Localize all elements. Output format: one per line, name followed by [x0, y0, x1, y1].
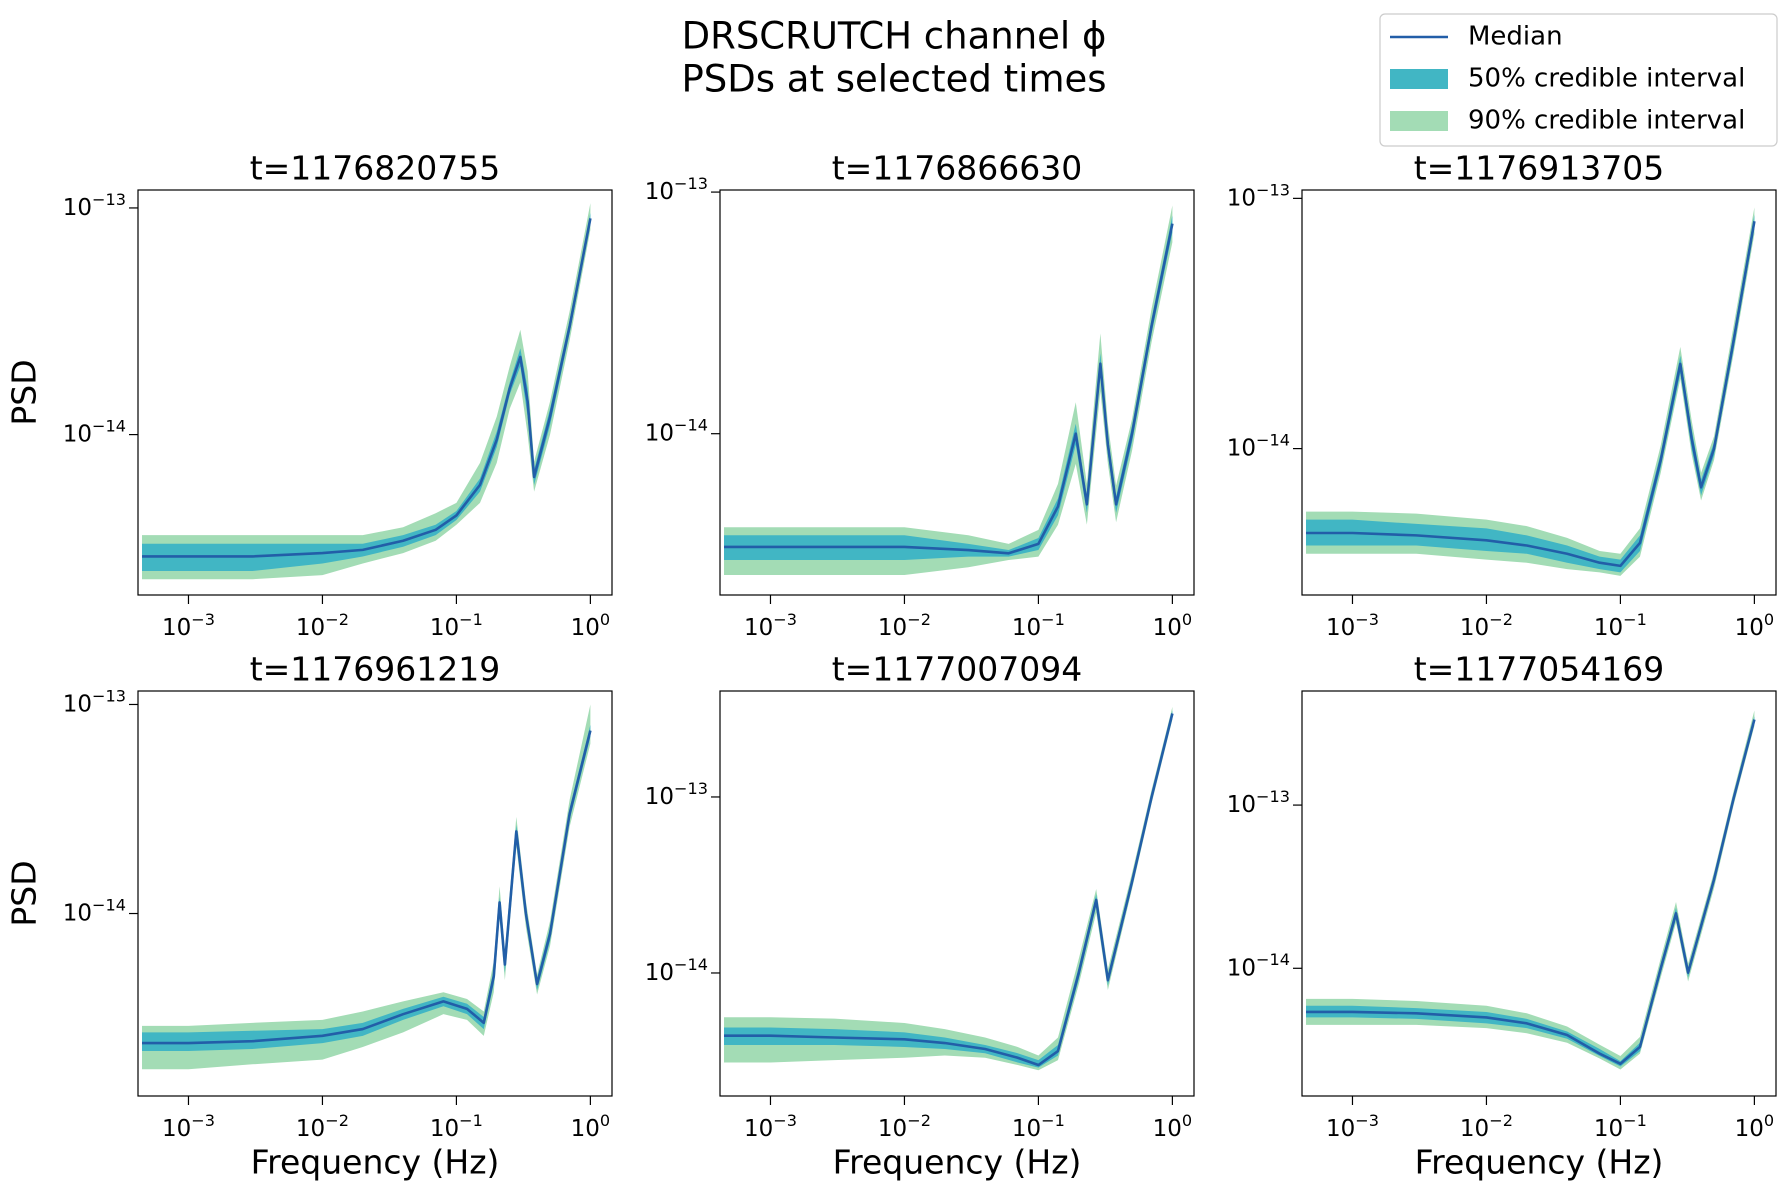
legend-label: Median [1468, 22, 1563, 52]
x-tick-label: 100 [571, 609, 611, 640]
x-tick-label: 10−3 [744, 609, 797, 640]
plot-area [142, 704, 592, 1070]
median-line [1306, 719, 1756, 1066]
x-tick-label: 10−2 [296, 1110, 349, 1141]
subplot-title: t=1176820755 [250, 149, 501, 188]
median-line [142, 218, 592, 558]
x-tick-label: 10−2 [878, 1110, 931, 1141]
subplot-title: t=1177054169 [1414, 650, 1665, 689]
x-tick-label: 10−3 [162, 609, 215, 640]
x-tick-label: 10−1 [1594, 609, 1647, 640]
y-tick-label: 10−14 [1227, 950, 1290, 981]
x-tick-label: 10−1 [430, 1110, 483, 1141]
credible-band [724, 215, 1173, 561]
median-line [1306, 221, 1756, 568]
x-axis-label: Frequency (Hz) [1415, 1143, 1664, 1182]
credible-band [1306, 207, 1755, 576]
y-axis-label: PSD [5, 860, 44, 926]
x-tick-label: 10−1 [1012, 609, 1065, 640]
axes-frame [137, 189, 613, 596]
x-tick-label: 100 [1153, 1110, 1193, 1141]
x-tick-label: 10−2 [878, 609, 931, 640]
y-tick-label: 10−13 [1227, 180, 1290, 211]
legend-label: 90% credible interval [1468, 106, 1745, 136]
plot-area [1306, 710, 1756, 1070]
x-tick-label: 100 [1735, 609, 1775, 640]
y-tick-label: 10−14 [63, 416, 126, 447]
credible-band [1306, 716, 1755, 1067]
median-line [724, 223, 1174, 555]
axes-frame [719, 690, 1195, 1097]
axes-frame [1301, 690, 1777, 1097]
subplot-title: t=1176961219 [250, 650, 501, 689]
x-tick-label: 100 [1153, 609, 1193, 640]
legend-box [1379, 13, 1778, 147]
credible-band [724, 710, 1173, 1068]
credible-band [724, 706, 1173, 1071]
subplot-title: t=1176913705 [1414, 149, 1665, 188]
subplot-title: t=1176866630 [832, 149, 1083, 188]
x-tick-label: 10−1 [430, 609, 483, 640]
credible-band [142, 213, 591, 572]
median-line [724, 713, 1174, 1067]
y-tick-label: 10−13 [63, 189, 126, 220]
legend-swatch [1390, 111, 1448, 131]
axes-frame [1301, 189, 1777, 596]
credible-band [724, 205, 1173, 576]
plot-area [142, 203, 592, 580]
y-tick-label: 10−13 [645, 174, 708, 205]
y-tick-label: 10−14 [63, 895, 126, 926]
credible-band [1306, 214, 1755, 573]
y-axis-label: PSD [5, 359, 44, 425]
plot-area [724, 205, 1174, 576]
y-tick-label: 10−13 [1227, 787, 1290, 818]
axes-frame [137, 690, 613, 1097]
x-tick-label: 100 [571, 1110, 611, 1141]
y-tick-label: 10−13 [63, 686, 126, 717]
y-tick-label: 10−14 [1227, 430, 1290, 461]
x-tick-label: 10−3 [1326, 1110, 1379, 1141]
credible-band [142, 203, 591, 580]
x-axis-label: Frequency (Hz) [251, 1143, 500, 1182]
y-tick-label: 10−14 [645, 954, 708, 985]
legend-swatch [1390, 69, 1448, 89]
y-tick-label: 10−13 [645, 778, 708, 809]
x-tick-label: 10−3 [1326, 609, 1379, 640]
axes-frame [719, 189, 1195, 596]
x-tick-label: 10−2 [296, 609, 349, 640]
figure-title: DRSCRUTCH channel ϕ [682, 15, 1107, 58]
x-tick-label: 10−1 [1012, 1110, 1065, 1141]
x-tick-label: 10−3 [744, 1110, 797, 1141]
figure-subtitle: PSDs at selected times [681, 58, 1106, 101]
plot-area [724, 706, 1174, 1071]
x-tick-label: 10−1 [1594, 1110, 1647, 1141]
x-axis-label: Frequency (Hz) [833, 1143, 1082, 1182]
x-tick-label: 100 [1735, 1110, 1775, 1141]
y-tick-label: 10−14 [645, 415, 708, 446]
legend-label: 50% credible interval [1468, 64, 1745, 94]
x-tick-label: 10−2 [1460, 1110, 1513, 1141]
subplot-title: t=1177007094 [832, 650, 1083, 689]
x-tick-label: 10−3 [162, 1110, 215, 1141]
x-tick-label: 10−2 [1460, 609, 1513, 640]
median-line [142, 730, 592, 1045]
plot-area [1306, 207, 1756, 576]
